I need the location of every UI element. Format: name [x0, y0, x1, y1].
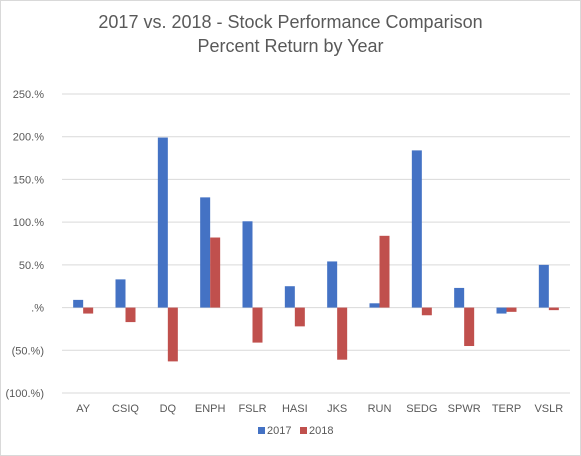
y-axis-tick-labels: 250.% 200.% 150.% 100.% 50.%.% (50.%) (100.%) [5, 89, 44, 400]
bar-2018-VSLR [548, 307, 559, 311]
legend-label-2017: 2017 [267, 425, 291, 437]
bar-2018-CSIQ [125, 307, 136, 323]
bar-2017-RUN [369, 303, 380, 308]
bar-2017-VSLR [538, 264, 549, 308]
bar-2017-JKS [327, 261, 338, 308]
bar-2018-SPWR [464, 307, 475, 347]
bar-2018-FSLR [252, 307, 263, 343]
gridlines [62, 93, 570, 394]
x-tick-label: CSIQ [112, 403, 139, 415]
bar-2018-SEDG [421, 307, 432, 316]
bar-2017-SEDG [411, 150, 422, 308]
x-tick-label: SPWR [448, 403, 481, 415]
x-tick-label: VSLR [534, 403, 563, 415]
bar-2018-AY [83, 307, 94, 314]
legend-swatch-2018 [300, 427, 307, 434]
y-tick-label: 150.% [13, 174, 44, 186]
legend-swatch-2017 [258, 427, 265, 434]
legend: 2017 2018 [258, 425, 333, 437]
chart-title: 2017 vs. 2018 - Stock Performance Compar… [98, 12, 483, 32]
x-tick-label: HASI [282, 403, 308, 415]
x-tick-label: RUN [368, 403, 392, 415]
x-tick-label: TERP [492, 403, 521, 415]
bar-2018-ENPH [210, 237, 221, 308]
y-tick-label: 100.% [13, 217, 44, 229]
bar-2018-HASI [294, 307, 305, 327]
bar-2017-AY [73, 299, 84, 308]
x-tick-label: SEDG [406, 403, 437, 415]
bar-2018-JKS [337, 307, 348, 360]
x-tick-label: DQ [160, 403, 177, 415]
x-tick-label: AY [76, 403, 91, 415]
x-tick-label: FSLR [238, 403, 266, 415]
bar-2018-TERP [506, 307, 517, 312]
y-tick-label: (100.%) [5, 388, 44, 400]
bar-2017-ENPH [200, 197, 211, 308]
bar-2017-HASI [284, 286, 295, 308]
bar-2017-SPWR [454, 287, 465, 308]
y-tick-label: 250.% [13, 89, 44, 101]
bar-2017-TERP [496, 307, 507, 314]
x-axis-tick-labels: AY CSIQ DQ ENPH FSLR HASI JKS RUN SEDG SPWR TERP VS… [76, 403, 563, 415]
x-tick-label: JKS [327, 403, 347, 415]
bars [73, 137, 559, 362]
y-tick-label: .% [31, 303, 44, 315]
legend-label-2018: 2018 [309, 425, 333, 437]
bar-2017-FSLR [242, 221, 253, 308]
y-tick-label: (50.%) [12, 345, 44, 357]
chart-subtitle: Percent Return by Year [197, 36, 384, 56]
bar-2017-DQ [157, 137, 168, 308]
y-tick-label: 200.% [13, 132, 44, 144]
x-tick-label: ENPH [195, 403, 226, 415]
bar-2017-CSIQ [115, 279, 126, 308]
y-tick-label: 50.% [19, 260, 44, 272]
bar-2018-RUN [379, 235, 390, 308]
bar-2018-DQ [167, 307, 178, 362]
